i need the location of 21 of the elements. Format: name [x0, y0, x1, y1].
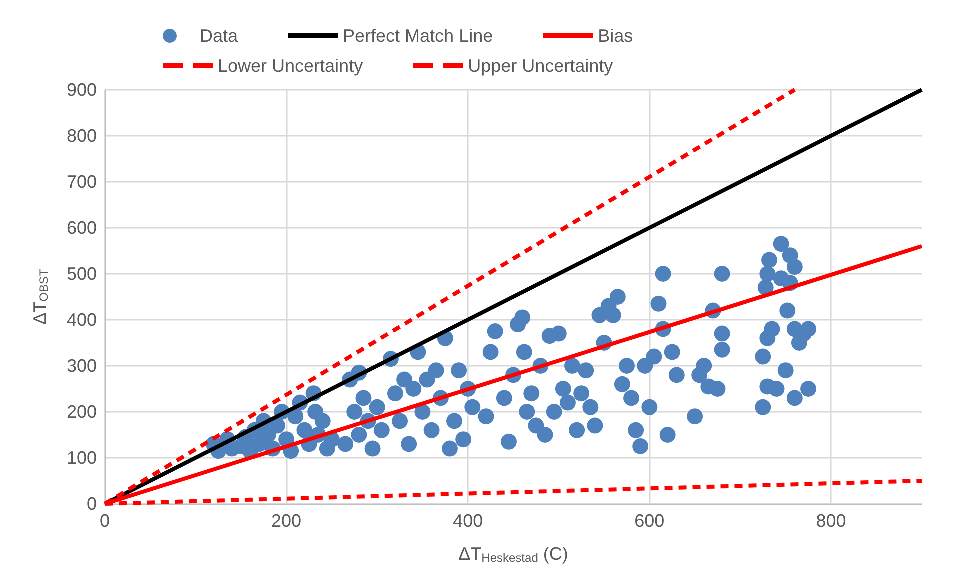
y-tick-label: 300 [66, 356, 97, 376]
x-tick-label: 0 [100, 511, 110, 531]
y-tick-label: 200 [66, 402, 97, 422]
y-tick-label: 0 [86, 494, 97, 514]
x-tick-label: 200 [272, 511, 302, 531]
x-tick-label: 400 [453, 511, 484, 531]
x-tick-label: 800 [816, 511, 846, 531]
y-tick-label: 500 [66, 264, 97, 284]
y-tick-label: 600 [66, 218, 97, 238]
x-tick-label: 600 [634, 511, 665, 531]
y-tick-label: 100 [66, 448, 97, 468]
y-tick-label: 700 [66, 172, 97, 192]
legend-label: Data [200, 26, 240, 46]
legend-label: Bias [598, 26, 634, 46]
y-tick-label: 800 [66, 126, 97, 146]
legend-label: Upper Uncertainty [468, 56, 614, 76]
legend-label: Lower Uncertainty [218, 56, 364, 76]
legend-label: Perfect Match Line [343, 26, 494, 46]
y-tick-label: 900 [66, 80, 97, 100]
y-tick-label: 400 [66, 310, 97, 330]
y-axis-title: ΔTOBST [30, 268, 51, 325]
